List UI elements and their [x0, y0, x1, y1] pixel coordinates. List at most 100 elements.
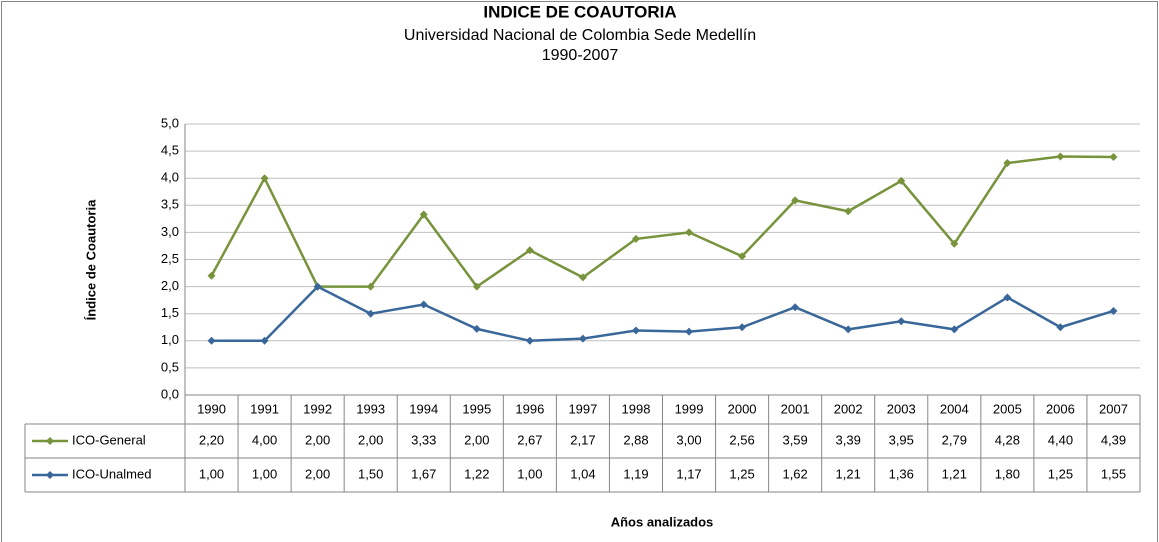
marker [1109, 306, 1118, 315]
marker [685, 228, 694, 237]
table-value: 1,00 [199, 466, 224, 481]
table-value: 1,62 [782, 466, 807, 481]
legend-marker [46, 437, 54, 445]
y-tick-label: 0,5 [161, 359, 179, 374]
x-tick-label: 1993 [356, 401, 385, 416]
marker [1003, 159, 1012, 168]
marker [950, 325, 959, 334]
table-value: 3,95 [889, 432, 914, 447]
table-value: 4,28 [995, 432, 1020, 447]
x-tick-label: 2003 [887, 401, 916, 416]
marker [950, 239, 959, 248]
marker [525, 336, 534, 345]
marker [738, 252, 747, 261]
x-tick-label: 1995 [462, 401, 491, 416]
table-value: 1,25 [1048, 466, 1073, 481]
y-tick-label: 1,0 [161, 332, 179, 347]
table-value: 3,59 [782, 432, 807, 447]
marker [631, 234, 640, 243]
marker [313, 282, 322, 291]
legend-label: ICO-Unalmed [72, 466, 151, 481]
y-tick-label: 3,0 [161, 224, 179, 239]
y-axis-label: Índice de Coautoria [83, 199, 98, 320]
x-axis-label: Años analizados [611, 514, 714, 529]
x-tick-label: 1991 [250, 401, 279, 416]
y-tick-label: 2,0 [161, 278, 179, 293]
marker [207, 271, 216, 280]
marker [738, 323, 747, 332]
table-value: 2,00 [305, 432, 330, 447]
series-line [211, 285, 1114, 343]
table-value: 2,00 [464, 432, 489, 447]
table-value: 2,00 [358, 432, 383, 447]
table-value: 3,39 [836, 432, 861, 447]
chart-subtitle: Universidad Nacional de Colombia Sede Me… [404, 27, 756, 44]
table-value: 1,00 [517, 466, 542, 481]
x-tick-label: 1997 [568, 401, 597, 416]
x-tick-label: 2002 [834, 401, 863, 416]
table-value: 3,33 [411, 432, 436, 447]
table-value: 1,25 [729, 466, 754, 481]
table-value: 4,40 [1048, 432, 1073, 447]
marker [366, 309, 375, 318]
x-tick-label: 2007 [1099, 401, 1128, 416]
marker [631, 326, 640, 335]
table-value: 1,50 [358, 466, 383, 481]
table-value: 1,22 [464, 466, 489, 481]
marker [791, 303, 800, 312]
x-tick-label: 2001 [781, 401, 810, 416]
marker [1056, 323, 1065, 332]
table-value: 4,39 [1101, 432, 1126, 447]
table-value: 2,79 [942, 432, 967, 447]
marker [207, 336, 216, 345]
table-value: 1,21 [942, 466, 967, 481]
marker [525, 246, 534, 255]
marker [578, 334, 587, 343]
x-tick-label: 1998 [622, 401, 651, 416]
x-tick-label: 1992 [303, 401, 332, 416]
marker [1003, 293, 1012, 302]
y-tick-label: 2,5 [161, 251, 179, 266]
x-tick-label: 2000 [728, 401, 757, 416]
table-value: 1,21 [836, 466, 861, 481]
x-tick-label: 1996 [515, 401, 544, 416]
table-value: 1,04 [570, 466, 595, 481]
marker [578, 273, 587, 282]
chart-subtitle: 1990-2007 [542, 47, 619, 64]
y-tick-label: 4,5 [161, 143, 179, 158]
x-tick-label: 2004 [940, 401, 969, 416]
y-tick-label: 5,0 [161, 115, 179, 130]
x-tick-label: 1990 [197, 401, 226, 416]
marker [1109, 153, 1118, 162]
marker [472, 324, 481, 333]
legend-marker [46, 471, 54, 479]
table-value: 1,80 [995, 466, 1020, 481]
table-value: 1,00 [252, 466, 277, 481]
marker [791, 196, 800, 205]
marker [897, 317, 906, 326]
table-value: 1,17 [676, 466, 701, 481]
table-value: 2,17 [570, 432, 595, 447]
y-tick-label: 0,0 [161, 386, 179, 401]
table-value: 1,55 [1101, 466, 1126, 481]
marker [685, 327, 694, 336]
marker [366, 282, 375, 291]
table-value: 2,56 [729, 432, 754, 447]
legend-label: ICO-General [72, 432, 146, 447]
chart-title: INDICE DE COAUTORIA [483, 2, 676, 21]
table-value: 2,88 [623, 432, 648, 447]
table-value: 2,20 [199, 432, 224, 447]
table-value: 4,00 [252, 432, 277, 447]
table-value: 1,67 [411, 466, 436, 481]
marker [1056, 152, 1065, 161]
marker [260, 336, 269, 345]
table-value: 2,67 [517, 432, 542, 447]
marker [844, 325, 853, 334]
series-line [210, 155, 1114, 289]
marker [419, 300, 428, 309]
y-tick-label: 4,0 [161, 170, 179, 185]
marker [419, 210, 428, 219]
marker [897, 176, 906, 185]
x-tick-label: 1999 [675, 401, 704, 416]
